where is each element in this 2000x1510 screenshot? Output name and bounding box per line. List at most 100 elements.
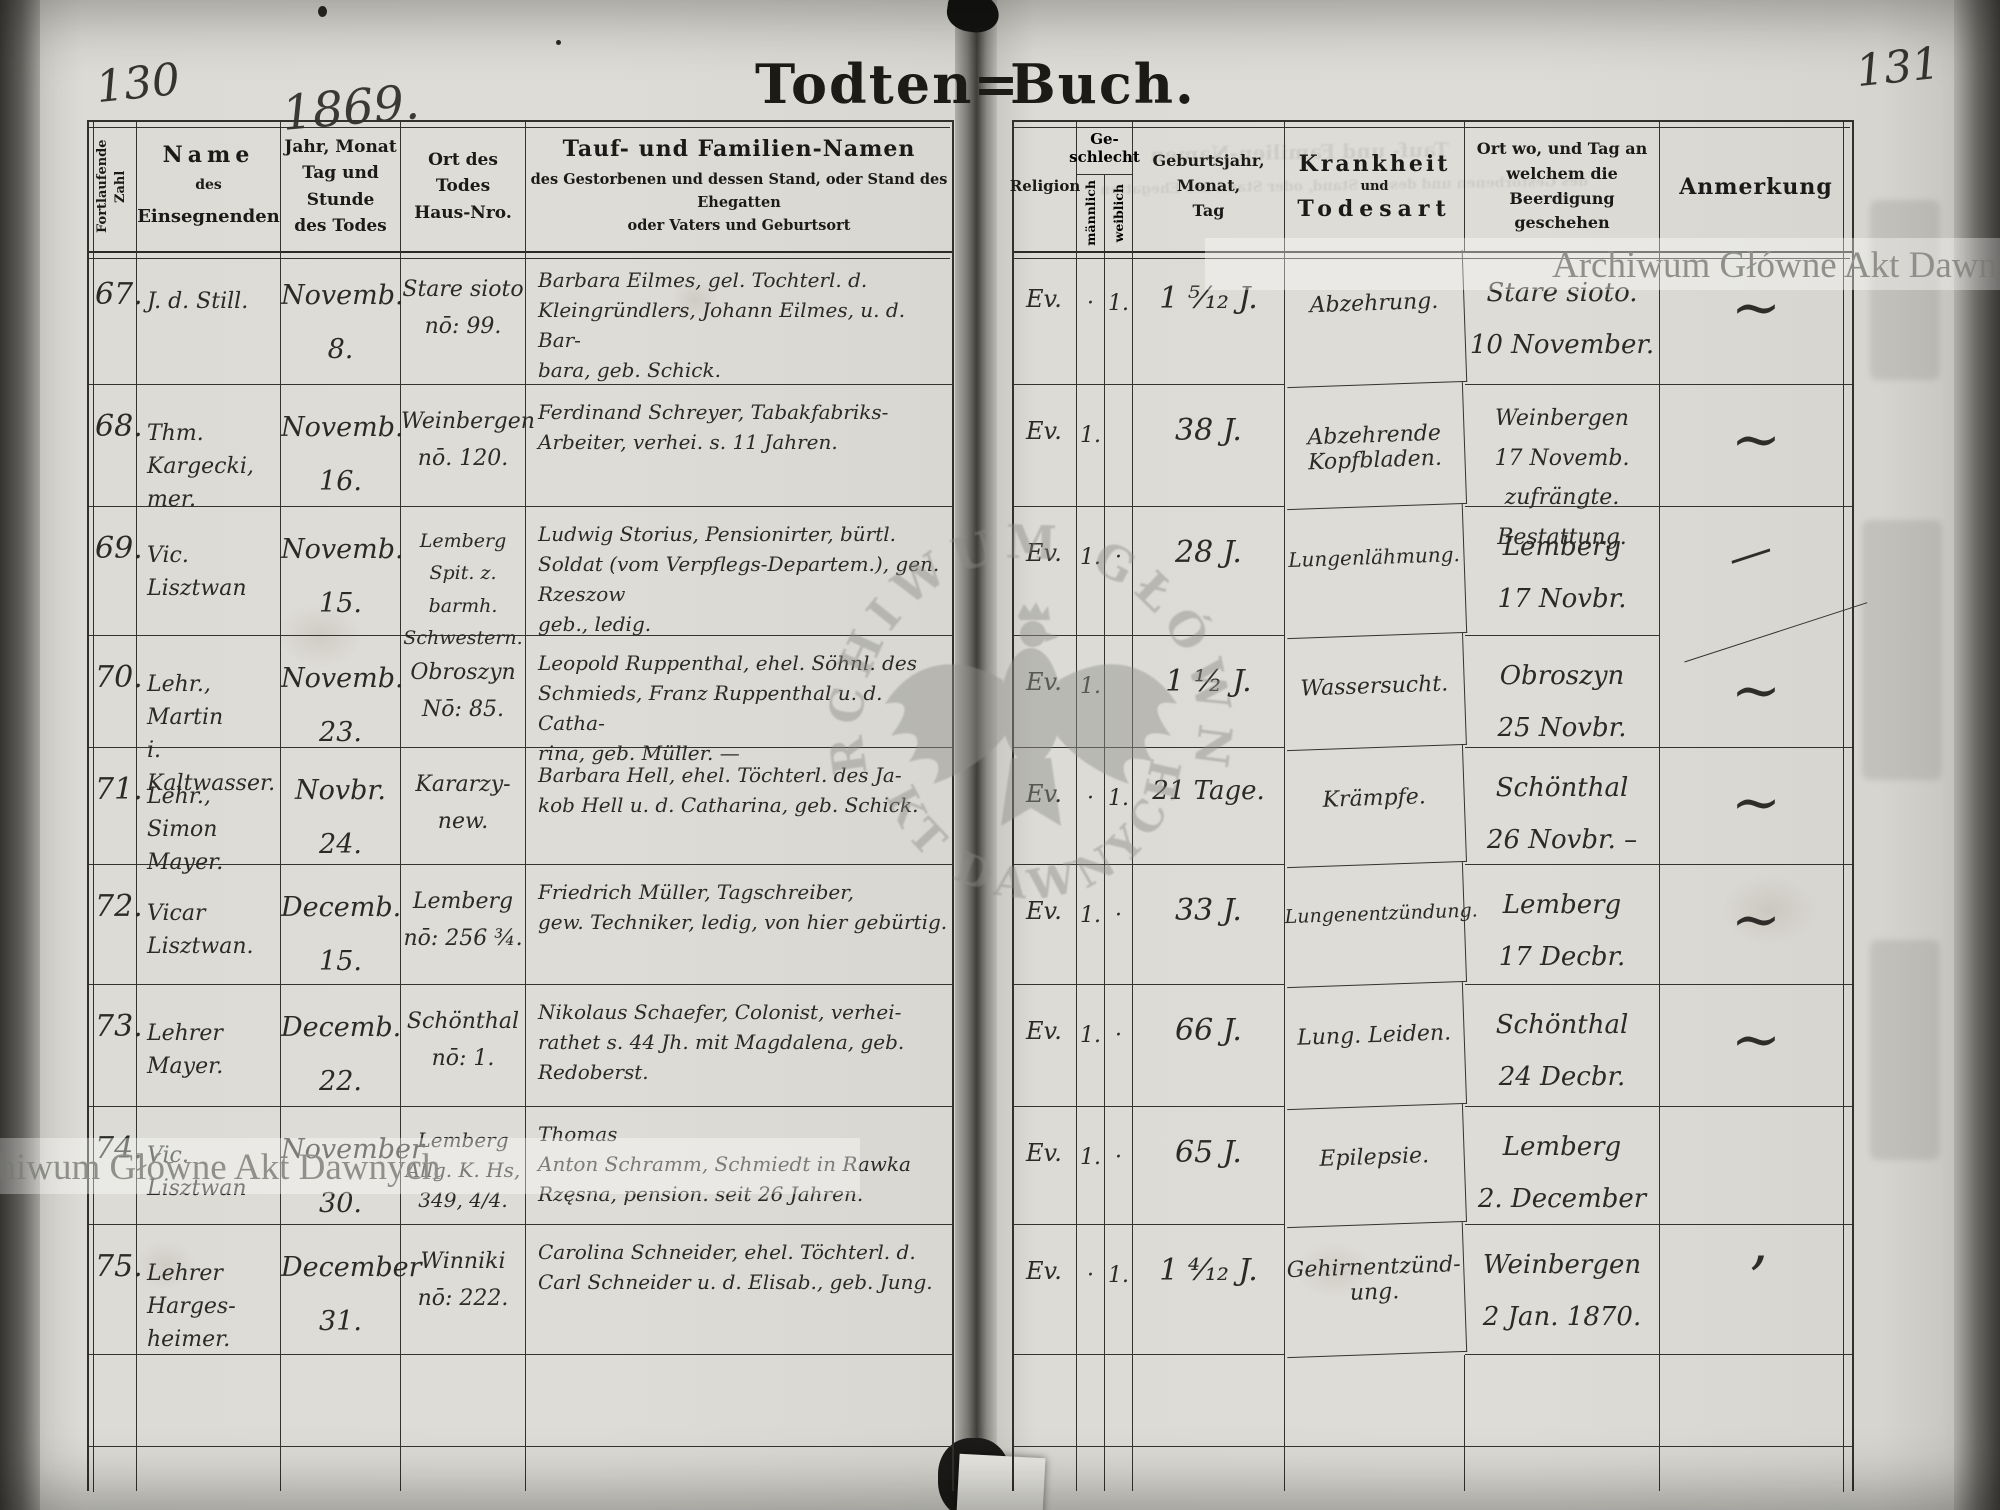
- cell-deceased-names: Barbara Eilmes, gel. Tochterl. d. Kleing…: [526, 253, 952, 385]
- cell-entry-number: 70.: [89, 636, 143, 748]
- archive-watermark-left: Archiwum Główne Akt Dawnych: [0, 1147, 441, 1188]
- archive-stamp-watermark: ARCHIWUM GŁÓWNE AKT DAWNYCH: [793, 458, 1234, 910]
- tauf-sub1-label: des Gestorbenen und dessen Stand, oder S…: [530, 170, 948, 211]
- cell-age: 65 J.: [1133, 1107, 1285, 1225]
- cell-entry-number: 67.: [89, 253, 143, 385]
- cell-death-place: Lemberg nō: 256 ¾.: [401, 865, 526, 985]
- sex-label: Ge- schlecht: [1069, 122, 1140, 175]
- empty-cell: [1465, 1447, 1660, 1491]
- book-title-right: Buch.: [1010, 52, 1196, 116]
- cell-age: 38 J.: [1133, 385, 1285, 507]
- bleed-through-smudge: [1870, 200, 1940, 380]
- cell-burial: Lemberg 17 Novbr.: [1465, 507, 1660, 636]
- cell-entry-number: 73.: [89, 985, 143, 1107]
- page-number-right: 131: [1853, 37, 1943, 98]
- cell-age: 1 ⁴⁄₁₂ J.: [1133, 1225, 1285, 1355]
- empty-cell: [1133, 1447, 1285, 1491]
- cell-female-mark: 1.: [1105, 1225, 1133, 1355]
- cell-burial: Lemberg 2. December: [1465, 1107, 1660, 1225]
- cell-disease: Krämpfe.: [1283, 744, 1467, 869]
- cell-disease: Abzehrende Kopfbladen.: [1282, 381, 1468, 511]
- cell-entry-number: 75.: [89, 1225, 143, 1355]
- cell-disease: Lung. Leiden.: [1282, 981, 1468, 1111]
- cell-clergy-name: Lehr., Martin i. Kaltwasser.: [137, 636, 281, 796]
- female-label: weiblich: [1111, 183, 1126, 243]
- empty-cell: [1077, 1355, 1105, 1447]
- archive-watermark-right: Archiwum Główne Akt Dawnych: [1552, 245, 2000, 286]
- cell-male-mark: 1.: [1077, 865, 1105, 985]
- cell-male-mark: 1.: [1077, 385, 1105, 507]
- name-label: Name: [162, 141, 255, 168]
- cell-entry-number: 68.: [89, 385, 143, 507]
- empty-cell: [1014, 1355, 1077, 1447]
- cell-death-date: December 31.: [281, 1225, 422, 1355]
- cell-burial: Stare sioto. 10 November.: [1465, 253, 1660, 385]
- cell-remark: ~: [1660, 865, 1852, 985]
- col-header-sex: Ge- schlecht männlich weiblich: [1069, 122, 1140, 253]
- empty-cell: [281, 1447, 401, 1491]
- cell-death-place: Kararzy- new.: [401, 748, 526, 865]
- col-header-clergy-name: Name des Einsegnenden: [137, 122, 281, 253]
- ink-speck: [318, 6, 327, 17]
- empty-cell: [1660, 1447, 1852, 1491]
- cell-entry-number: 69.: [89, 507, 143, 636]
- double-rule: [87, 127, 950, 129]
- tauf-title-label: Tauf- und Familien-Namen: [562, 135, 916, 162]
- cell-death-place: Weinbergen nō. 120.: [401, 385, 535, 507]
- cell-death-place: Stare sioto nō: 99.: [401, 253, 526, 385]
- cell-death-place: Lemberg Spit. z. barmh. Schwestern.: [401, 507, 526, 649]
- death-register-table-right: Religion Ge- schlecht männlich weiblich …: [1010, 120, 1868, 1491]
- cell-clergy-name: Vicar Lisztwan.: [137, 865, 281, 985]
- tauf-sub2-label: oder Vaters und Geburtsort: [627, 217, 851, 235]
- bleed-through-smudge: [1870, 940, 1940, 1160]
- cell-remark: ~: [1660, 636, 1852, 748]
- cell-remark: ~: [1660, 385, 1852, 507]
- male-label: männlich: [1083, 180, 1098, 246]
- cell-death-date: Novemb. 15.: [281, 507, 404, 636]
- cell-clergy-name: Vic. Lisztwan: [137, 507, 281, 636]
- cell-deceased-names: Friedrich Müller, Tagschreiber, gew. Tec…: [526, 865, 952, 985]
- col-header-birth-date: Geburtsjahr, Monat, Tag: [1133, 122, 1285, 253]
- cell-death-date: November 30.: [281, 1107, 424, 1225]
- cell-age: 1 ⁵⁄₁₂ J.: [1133, 253, 1285, 385]
- cell-burial: Schönthal 24 Decbr.: [1465, 985, 1660, 1107]
- cell-disease: Lungenentzündung.: [1282, 861, 1478, 989]
- col-header-disease: Krankheit und Todesart: [1285, 122, 1465, 253]
- cell-burial: Weinbergen 17 Novemb. zufrängte. Bestatt…: [1465, 385, 1660, 550]
- cell-female-mark: [1105, 636, 1133, 748]
- col-header-remark: Anmerkung: [1660, 122, 1852, 253]
- col-header-running-number-label: Fortlaufende Zahl: [95, 139, 129, 234]
- col-header-burial: Ort wo, und Tag an welchem die Beerdigun…: [1465, 122, 1660, 253]
- scan-edge-left: [0, 0, 40, 1510]
- cell-remark: ~: [1660, 985, 1852, 1107]
- empty-cell: [1285, 1447, 1465, 1491]
- empty-cell: [137, 1447, 281, 1491]
- paper-stain: [1700, 860, 1840, 960]
- cell-remark: [1660, 1107, 1852, 1225]
- cell-age: 1 ½ J.: [1133, 636, 1285, 748]
- cell-deceased-names: Ferdinand Schreyer, Tabakfabriks- Arbeit…: [526, 385, 952, 507]
- cell-clergy-name: Lehrer Mayer.: [137, 985, 281, 1107]
- book-title-left: Todten=: [755, 52, 1021, 116]
- name-einsegnenden-label: Einsegnenden: [137, 206, 280, 228]
- cell-deceased-names: Leopold Ruppenthal, ehel. Söhnl. des Sch…: [526, 636, 952, 765]
- cell-religion: Ev.: [1014, 253, 1077, 385]
- cell-age: 33 J.: [1133, 865, 1285, 985]
- cell-remark: ~: [1660, 748, 1852, 865]
- cell-entry-number: 74.: [89, 1107, 143, 1225]
- cell-male-mark: ·: [1077, 1225, 1105, 1355]
- empty-cell: [89, 1447, 137, 1491]
- cell-entry-number: 71.: [89, 748, 143, 865]
- cell-female-mark: ·: [1105, 865, 1133, 985]
- cell-female-mark: 1.: [1105, 748, 1133, 865]
- cell-male-mark: 1.: [1077, 985, 1105, 1107]
- cell-death-date: Novbr. 24.: [281, 748, 401, 865]
- empty-cell: [1105, 1447, 1133, 1491]
- scan-edge-right: [1954, 0, 2000, 1510]
- cell-death-place: Lemberg Allg. K. Hs, 349, 4/4.: [401, 1107, 526, 1225]
- double-rule: [93, 120, 95, 1492]
- cell-religion: Ev.: [1014, 1225, 1077, 1355]
- cell-religion: Ev.: [1014, 748, 1077, 865]
- cell-disease: Epilepsie.: [1282, 1103, 1468, 1229]
- cell-deceased-names: Barbara Hell, ehel. Töchterl. des Ja- ko…: [526, 748, 952, 865]
